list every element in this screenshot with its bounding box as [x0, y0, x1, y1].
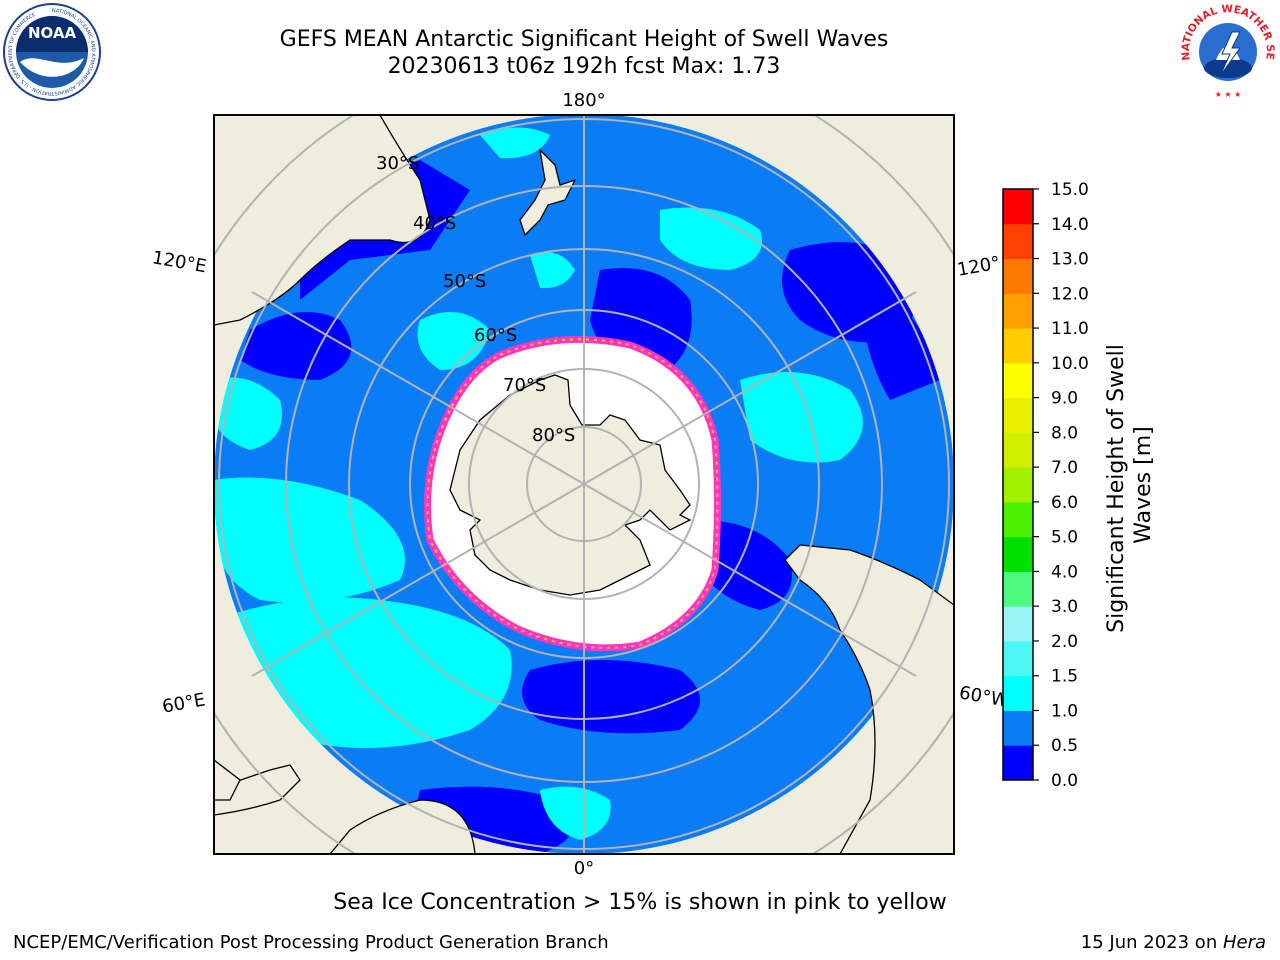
colorbar: 0.0 0.5 1.0 1.5 2.0 3.0 4.0 5.0 6.0 7.0 8.0 9.0 10.0… [1002, 180, 1089, 791]
landmass-australia [214, 115, 431, 326]
colorbar-tick-label: 4.0 [1051, 562, 1078, 582]
lat-label-60s: 60°S [474, 325, 517, 346]
colorbar-tick-label: 7.0 [1051, 458, 1078, 478]
swell-patch [660, 207, 762, 270]
swell-patch [540, 786, 611, 840]
lon-label-120e: 120°E [151, 247, 209, 277]
footer-date-text: 15 Jun 2023 on [1080, 932, 1223, 953]
colorbar-tick-label: 1.0 [1051, 701, 1078, 721]
colorbar-swatch [1003, 710, 1033, 746]
colorbar-swatch [1003, 640, 1033, 677]
meridian-60e-120w [251, 291, 917, 677]
lon-label-0: 0° [574, 858, 594, 879]
colorbar-swatch [1003, 501, 1033, 538]
lat-label-30s: 30°S [376, 153, 419, 174]
colorbar-swatch [1003, 362, 1033, 399]
footer-date: 15 Jun 2023 on Hera [1081, 932, 1266, 953]
swell-patch [417, 312, 490, 370]
colorbar-swatch [1003, 258, 1033, 294]
colorbar-swatch [1003, 606, 1033, 642]
colorbar-swatch [1003, 432, 1033, 468]
landmass-south-america [784, 544, 954, 854]
lon-label-180: 180° [562, 90, 605, 111]
swell-patch [214, 377, 282, 450]
lat-label-50s: 50°S [443, 271, 486, 292]
lat-label-40s: 40°S [413, 213, 456, 234]
colorbar-tick-label: 10.0 [1051, 354, 1089, 374]
swell-patch [740, 372, 863, 463]
landmass-africa [329, 799, 476, 854]
low-swell-area [860, 280, 940, 400]
colorbar-swatch [1003, 675, 1033, 711]
swell-patch [530, 252, 575, 289]
colorbar-swatch [1003, 571, 1033, 607]
svg-text:★ ★ ★: ★ ★ ★ [1215, 90, 1242, 99]
colorbar-swatch [1003, 397, 1033, 433]
colorbar-tick-label: 2.0 [1051, 632, 1078, 652]
lat-label-70s: 70°S [503, 375, 546, 396]
lon-label-120w: 120° [956, 253, 1002, 281]
colorbar-swatch [1003, 467, 1033, 503]
colorbar-tick-label: 3.0 [1051, 597, 1078, 617]
chart-title: GEFS MEAN Antarctic Significant Height o… [279, 27, 889, 52]
colorbar-swatch [1003, 536, 1033, 572]
footer-host: Hera [1222, 932, 1266, 953]
swell-patch [214, 477, 405, 603]
colorbar-swatch [1003, 745, 1033, 781]
colorbar-tick-label: 8.0 [1051, 423, 1078, 443]
colorbar-swatch [1003, 293, 1033, 329]
colorbar-tick-label: 14.0 [1051, 215, 1089, 235]
low-swell-area [522, 660, 700, 734]
landmass-new-zealand [519, 148, 577, 237]
lon-label-60e: 60°E [161, 689, 207, 717]
colorbar-tick-label: 1.5 [1051, 667, 1078, 687]
noaa-logo: NOAA NATIONAL OCEANIC AND ATMOSPHERIC AD… [3, 3, 101, 101]
sea-ice-note: Sea Ice Concentration > 15% is shown in … [333, 890, 947, 915]
swell-patch [480, 127, 550, 159]
colorbar-tick-label: 6.0 [1051, 493, 1078, 513]
colorbar-swatch [1003, 223, 1033, 260]
footer-credit: NCEP/EMC/Verification Post Processing Pr… [13, 932, 609, 953]
colorbar-tick-label: 0.0 [1051, 771, 1078, 791]
nws-logo: NATIONAL WEATHER SERVICE ★ ★ ★ [1176, 2, 1276, 99]
colorbar-label: Significant Height of Swell Waves [m] [1104, 337, 1156, 633]
colorbar-tick-label: 13.0 [1051, 250, 1089, 270]
sea-ice-edge-yellow [426, 338, 719, 649]
chart-subtitle: 20230613 t06z 192h fcst Max: 1.73 [387, 54, 781, 79]
landmass-antarctica [449, 374, 692, 596]
colorbar-tick-label: 5.0 [1051, 528, 1078, 548]
low-swell-area [240, 312, 352, 380]
noaa-logo-text: NOAA [28, 24, 77, 42]
colorbar-frame [1002, 188, 1034, 781]
colorbar-tick-label: 12.0 [1051, 284, 1089, 304]
colorbar-tick-label: 9.0 [1051, 389, 1078, 409]
colorbar-tick-label: 0.5 [1051, 736, 1078, 756]
colorbar-swatch [1003, 328, 1033, 364]
colorbar-swatch [1003, 189, 1033, 225]
lat-label-80s: 80°S [532, 425, 575, 446]
landmass-africa-east [214, 759, 241, 801]
map-frame [213, 114, 955, 855]
colorbar-tick-label: 11.0 [1051, 319, 1089, 339]
colorbar-tick-label: 15.0 [1051, 180, 1089, 200]
